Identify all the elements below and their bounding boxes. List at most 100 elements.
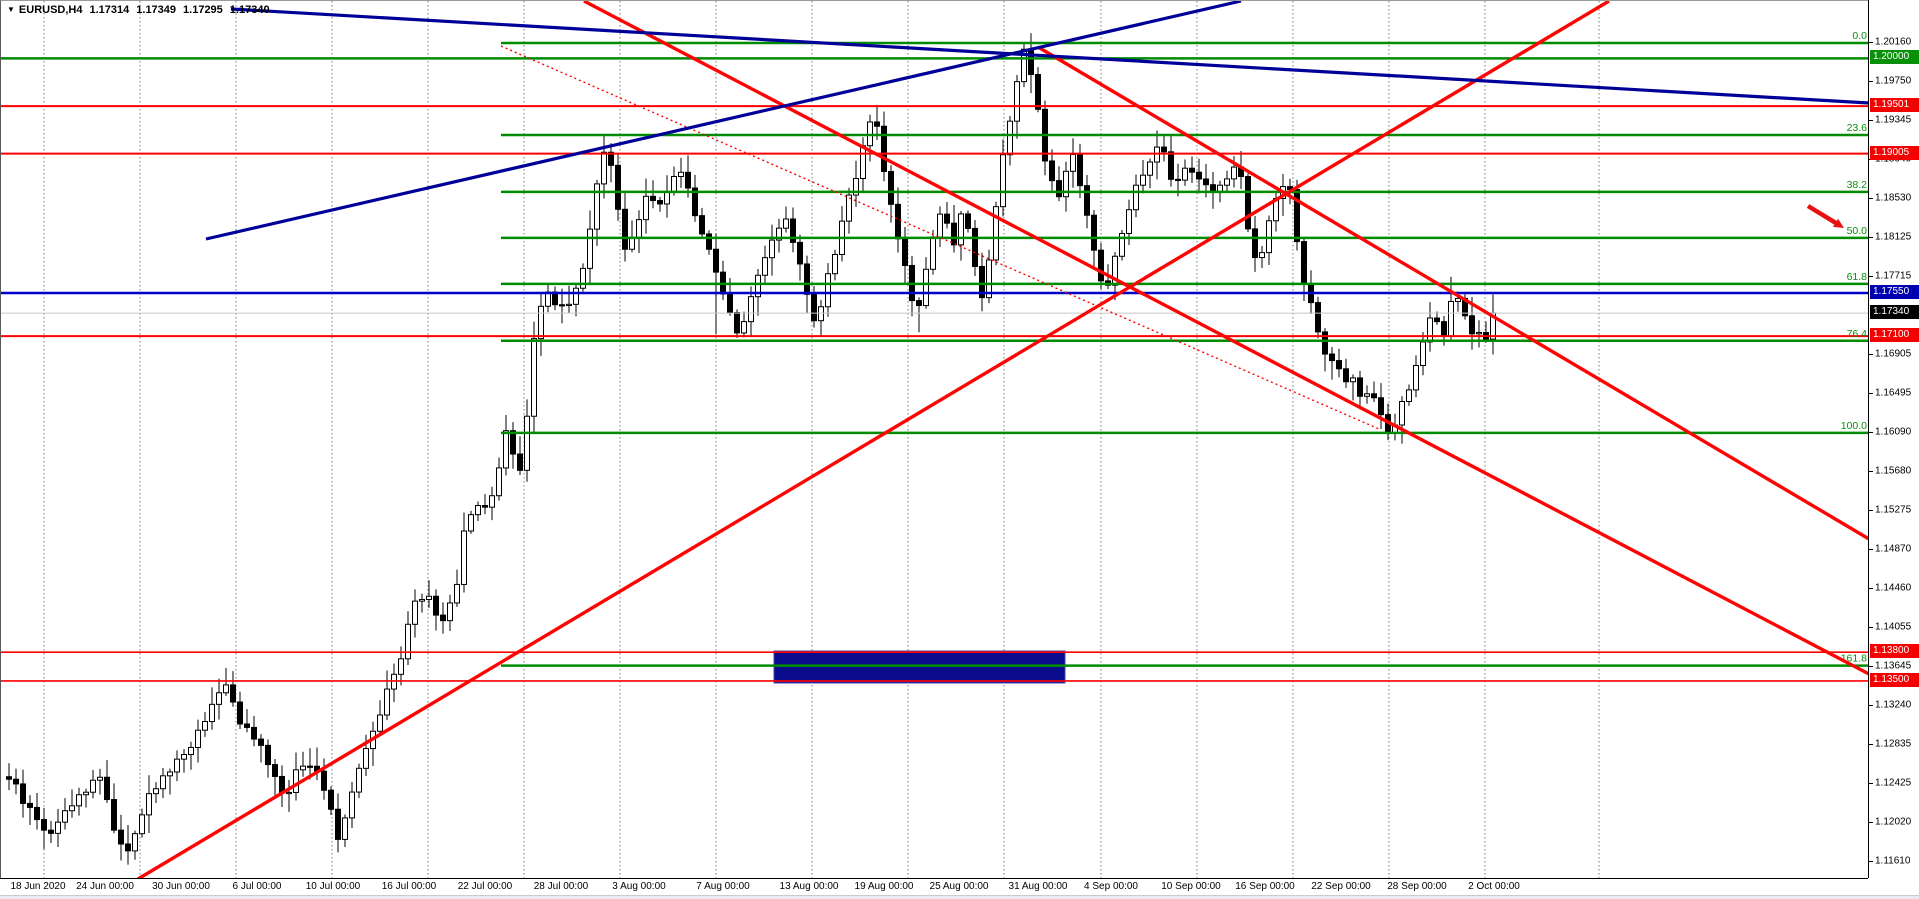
y-axis-tick-label: 1.14460: [1875, 582, 1912, 594]
x-axis-date-label: 28 Sep 00:00: [1387, 881, 1447, 892]
candle: [426, 595, 432, 600]
candle: [937, 213, 943, 238]
candle: [818, 306, 824, 322]
candle: [636, 219, 642, 238]
candle: [1084, 185, 1090, 216]
candle: [762, 257, 768, 276]
candle: [979, 265, 985, 299]
symbol-dropdown-icon[interactable]: ▼: [7, 5, 15, 14]
candlestick-series[interactable]: [6, 33, 1496, 865]
trendline-descending-red-from-top[interactable]: [1037, 45, 1869, 541]
candle: [1252, 228, 1258, 259]
x-axis-date-label: 7 Aug 00:00: [696, 881, 750, 892]
candle: [6, 776, 12, 780]
candle: [1378, 397, 1384, 416]
candle: [825, 273, 831, 308]
candle: [678, 171, 684, 178]
candle: [986, 259, 992, 299]
candle: [1007, 120, 1013, 156]
candle: [167, 771, 173, 777]
candle: [1147, 161, 1153, 176]
candle: [125, 843, 131, 852]
y-axis-tick-label: 1.15275: [1875, 504, 1912, 516]
candle: [1231, 166, 1237, 180]
candle: [881, 125, 887, 172]
candle: [692, 187, 698, 217]
x-axis-date-label: 24 Jun 00:00: [76, 881, 134, 892]
y-axis-tick-mark: [1869, 236, 1873, 238]
red-arrow-shaft[interactable]: [1806, 204, 1839, 226]
fib-level-label: 76.4: [1847, 328, 1868, 340]
candle: [272, 764, 278, 777]
candle: [251, 726, 257, 740]
candle: [1448, 300, 1454, 337]
candle: [1049, 160, 1055, 182]
y-axis-tick-label: 1.11610: [1875, 855, 1911, 867]
y-axis-tick-mark: [1869, 353, 1873, 355]
candle: [209, 703, 215, 723]
candle: [1133, 184, 1139, 211]
candle: [958, 213, 964, 246]
x-axis-date-label: 4 Sep 00:00: [1084, 881, 1138, 892]
ohlc-open: 1.17314: [89, 4, 130, 16]
candle: [1000, 154, 1006, 208]
candle: [587, 228, 593, 269]
candle: [951, 222, 957, 246]
candle: [48, 829, 54, 834]
navy-rectangle-zone[interactable]: [773, 650, 1066, 684]
y-axis-tick-label: 1.14870: [1875, 543, 1912, 555]
candle: [146, 793, 152, 816]
candle: [1182, 167, 1188, 181]
candle: [1224, 178, 1230, 186]
candle: [202, 721, 208, 731]
candle: [384, 688, 390, 716]
time-axis[interactable]: 18 Jun 2020 24 Jun 00:00 30 Jun 00:00 6 Jul…: [0, 878, 1868, 894]
trendline-descending-blue[interactable]: [230, 7, 1869, 105]
candle: [608, 151, 614, 166]
candle: [377, 714, 383, 732]
candle: [685, 171, 691, 189]
candle: [412, 600, 418, 625]
candle: [503, 430, 509, 469]
candle: [888, 170, 894, 205]
fib-level-label: 50.0: [1847, 225, 1868, 237]
x-axis-date-label: 3 Aug 00:00: [612, 881, 666, 892]
candle: [1077, 154, 1083, 187]
candle: [1126, 209, 1132, 234]
y-axis-tick-mark: [1869, 548, 1873, 550]
candle: [664, 191, 670, 205]
candle: [832, 253, 838, 275]
candle: [1245, 175, 1251, 230]
trendline-descending-red-long[interactable]: [583, 1, 1869, 676]
candle: [846, 194, 852, 222]
trendline-ascending-red[interactable]: [137, 1, 1610, 879]
candle: [1357, 377, 1363, 397]
candle: [342, 817, 348, 840]
x-axis-date-label: 30 Jun 00:00: [152, 881, 210, 892]
chart-plot-area[interactable]: 0.0 23.6 38.2 50.0 61.8 76.4 100.0 161.8 ▼ EURUS…: [0, 0, 1869, 879]
candle: [1427, 317, 1433, 343]
x-axis-date-label: 31 Aug 00:00: [1008, 881, 1068, 892]
candle: [734, 312, 740, 334]
candle: [811, 293, 817, 322]
candle: [139, 814, 145, 835]
candle: [335, 808, 341, 840]
candle: [1455, 297, 1461, 302]
trendline-ascending-blue[interactable]: [205, 1, 1242, 241]
candle: [398, 658, 404, 675]
y-axis-tick-label: 1.18125: [1875, 231, 1912, 243]
y-axis-tick-mark: [1869, 81, 1873, 83]
candle: [1035, 74, 1041, 110]
price-axis[interactable]: 1.201601.197501.193451.189401.185301.181…: [1868, 0, 1919, 878]
candle: [13, 778, 19, 785]
candle: [174, 758, 180, 773]
candle: [1070, 154, 1076, 172]
candle: [923, 268, 929, 307]
candle: [727, 293, 733, 314]
candle: [1301, 241, 1307, 285]
y-axis-tick-mark: [1869, 704, 1873, 706]
candle: [1315, 302, 1321, 333]
symbol-ohlc-readout: ▼ EURUSD,H4 1.17314 1.17349 1.17295 1.17340: [7, 4, 270, 16]
candle: [1371, 393, 1377, 399]
